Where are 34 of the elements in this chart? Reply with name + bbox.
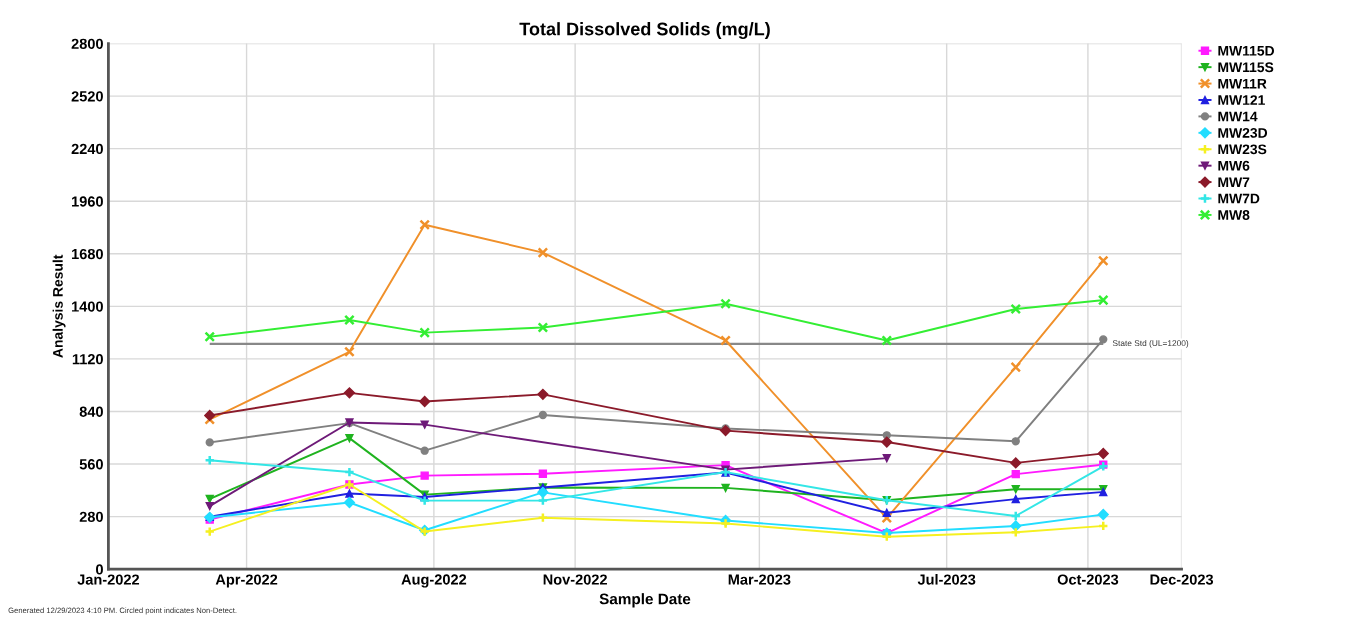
legend-label: MW14 xyxy=(1218,111,1258,122)
legend-label: MW7 xyxy=(1218,177,1250,187)
x-axis-title: Sample Date xyxy=(599,593,691,608)
legend-label: MW23S xyxy=(1218,144,1267,155)
x-tick-label: Apr-2022 xyxy=(215,574,278,588)
y-tick-label: 1960 xyxy=(72,196,103,207)
legend-label: MW115D xyxy=(1218,46,1275,56)
x-tick-label: Jul-2023 xyxy=(917,573,976,585)
y-axis-title: Analysis Result xyxy=(52,254,66,358)
x-tick-label: Jan-2022 xyxy=(77,574,140,585)
y-tick-label: 1680 xyxy=(72,248,103,260)
legend-label: MW121 xyxy=(1218,95,1265,105)
x-tick-label: Nov-2022 xyxy=(543,574,607,585)
y-tick-label: 2520 xyxy=(71,91,103,102)
legend-label: MW115S xyxy=(1218,62,1274,73)
ref-line-label: State Std (UL=1200) xyxy=(1112,339,1189,348)
x-tick-label: Oct-2023 xyxy=(1057,574,1119,585)
y-tick-label: 2800 xyxy=(71,38,103,49)
y-tick-label: 560 xyxy=(79,459,103,470)
legend-label: MW8 xyxy=(1218,210,1250,220)
x-tick-label: Mar-2023 xyxy=(728,574,791,585)
legend-label: MW23D xyxy=(1218,127,1268,138)
chart-title: Total Dissolved Solids (mg/L) xyxy=(519,22,770,40)
y-tick-label: 840 xyxy=(79,406,103,417)
y-tick-label: 0 xyxy=(96,564,103,575)
x-tick-label: Aug-2022 xyxy=(401,574,467,588)
x-tick-label: Dec-2023 xyxy=(1150,574,1214,585)
y-tick-label: 280 xyxy=(79,511,103,522)
y-tick-label: 2240 xyxy=(71,143,103,155)
legend-label: MW7D xyxy=(1218,193,1260,204)
y-tick-label: 1400 xyxy=(72,301,103,312)
legend-label: MW6 xyxy=(1218,160,1250,171)
legend-label: MW11R xyxy=(1218,78,1267,89)
y-tick-label: 1120 xyxy=(72,353,103,365)
